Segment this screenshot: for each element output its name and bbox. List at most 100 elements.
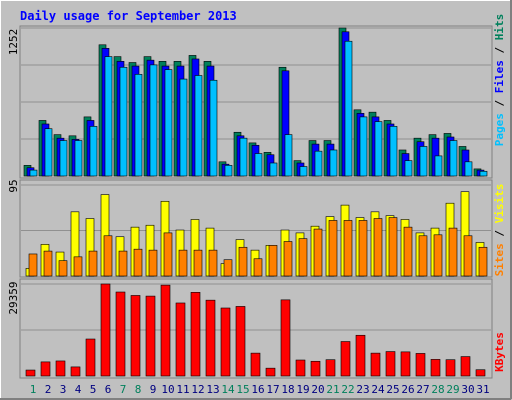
pages-bar [389, 126, 398, 177]
pages-bar [134, 74, 143, 177]
kbytes-bar [145, 295, 156, 377]
pages-bar [44, 128, 53, 177]
y-max-label-mid: 95 [7, 179, 20, 192]
kbytes-bar [370, 352, 381, 377]
sites-bar [463, 235, 473, 277]
x-tick-label: 4 [75, 383, 82, 396]
y-max-label-bot: 29359 [7, 281, 20, 314]
sites-bar [448, 227, 458, 277]
pages-bar [119, 66, 128, 177]
chart-title: Daily usage for September 2013 [20, 9, 237, 23]
x-tick-label: 25 [386, 383, 399, 396]
x-tick-label: 20 [311, 383, 324, 396]
x-tick-label: 9 [150, 383, 157, 396]
pages-bar [344, 40, 353, 177]
sites-bar [238, 246, 248, 277]
sites-bar [193, 249, 203, 277]
sites-bar [223, 259, 233, 277]
x-tick-label: 28 [431, 383, 444, 396]
legend-kbytes: KBytes [493, 332, 506, 372]
pages-bar [449, 140, 458, 177]
pages-bar [29, 169, 38, 177]
pages-bar [59, 140, 68, 177]
kbytes-bar [115, 291, 126, 377]
kbytes-bar [40, 361, 51, 377]
x-tick-label: 24 [371, 383, 385, 396]
sites-bar [343, 220, 353, 277]
kbytes-bar [310, 360, 321, 377]
kbytes-bar [25, 369, 36, 377]
x-tick-label: 3 [60, 383, 67, 396]
sites-bar [403, 226, 413, 277]
x-tick-label: 11 [176, 383, 189, 396]
sites-bar [43, 250, 53, 277]
pages-bar [224, 165, 233, 177]
x-tick-label: 6 [105, 383, 112, 396]
kbytes-bar [85, 338, 96, 377]
sites-bar [133, 248, 143, 277]
pages-bar [74, 140, 83, 177]
kbytes-bar [355, 334, 366, 377]
x-tick-label: 13 [206, 383, 219, 396]
x-tick-label: 2 [45, 383, 52, 396]
sites-bar [388, 217, 398, 277]
x-tick-label: 7 [120, 383, 127, 396]
kbytes-bar [175, 302, 186, 377]
legend-files: Files [493, 60, 506, 93]
sites-bar [418, 235, 428, 277]
pages-bar [269, 162, 278, 177]
kbytes-bar [100, 283, 111, 377]
pages-bar [89, 126, 98, 177]
chart-bars [21, 27, 491, 377]
sites-bar [358, 220, 368, 277]
kbytes-bar [295, 359, 306, 377]
sites-bar [298, 238, 308, 277]
kbytes-bar [130, 295, 141, 377]
sites-bar [208, 249, 218, 277]
sites-bar [148, 249, 158, 277]
pages-bar [299, 166, 308, 177]
x-tick-label: 21 [326, 383, 339, 396]
x-axis-labels: 1 2 3 4 5 6 7 8 9 10 11 12 13 14 15 16 17 18 19 20 21 22 23 24 2… [30, 383, 490, 396]
kbytes-bar [430, 359, 441, 377]
pages-bar [194, 75, 203, 177]
kbytes-bar [475, 369, 486, 377]
kbytes-bar [70, 366, 81, 377]
pages-bar [464, 161, 473, 177]
sites-bar [58, 260, 68, 277]
sites-bar [283, 241, 293, 277]
legend-top: Pages / Files / Hits [493, 14, 506, 147]
x-tick-label: 14 [221, 383, 235, 396]
x-tick-label: 29 [446, 383, 459, 396]
legend-sites: Sites [493, 243, 506, 276]
pages-bar [179, 78, 188, 177]
x-tick-label: 26 [401, 383, 414, 396]
legend-hits: Hits [493, 14, 506, 41]
kbytes-bar [445, 359, 456, 377]
pages-bar [209, 79, 218, 177]
x-tick-label: 30 [461, 383, 474, 396]
pages-bar [329, 149, 338, 177]
pages-bar [164, 69, 173, 177]
sites-bar [28, 253, 38, 277]
sites-bar [253, 258, 263, 277]
kbytes-bar [400, 351, 411, 377]
legend-sep-1: / [493, 100, 506, 107]
kbytes-bar [55, 360, 66, 377]
x-tick-label: 31 [476, 383, 489, 396]
pages-bar [479, 170, 488, 177]
pages-bar [434, 155, 443, 177]
sites-bar [373, 218, 383, 277]
x-tick-label: 8 [135, 383, 142, 396]
kbytes-bar [265, 367, 276, 377]
x-tick-label: 19 [296, 383, 309, 396]
legend-sep-3: / [493, 230, 506, 237]
x-tick-label: 16 [251, 383, 264, 396]
legend-visits: Visits [493, 184, 506, 224]
pages-bar [104, 56, 113, 177]
sites-bar [163, 232, 173, 277]
sites-bar [478, 246, 488, 277]
sites-bar [73, 256, 83, 277]
y-max-label-top: 1252 [7, 29, 20, 56]
